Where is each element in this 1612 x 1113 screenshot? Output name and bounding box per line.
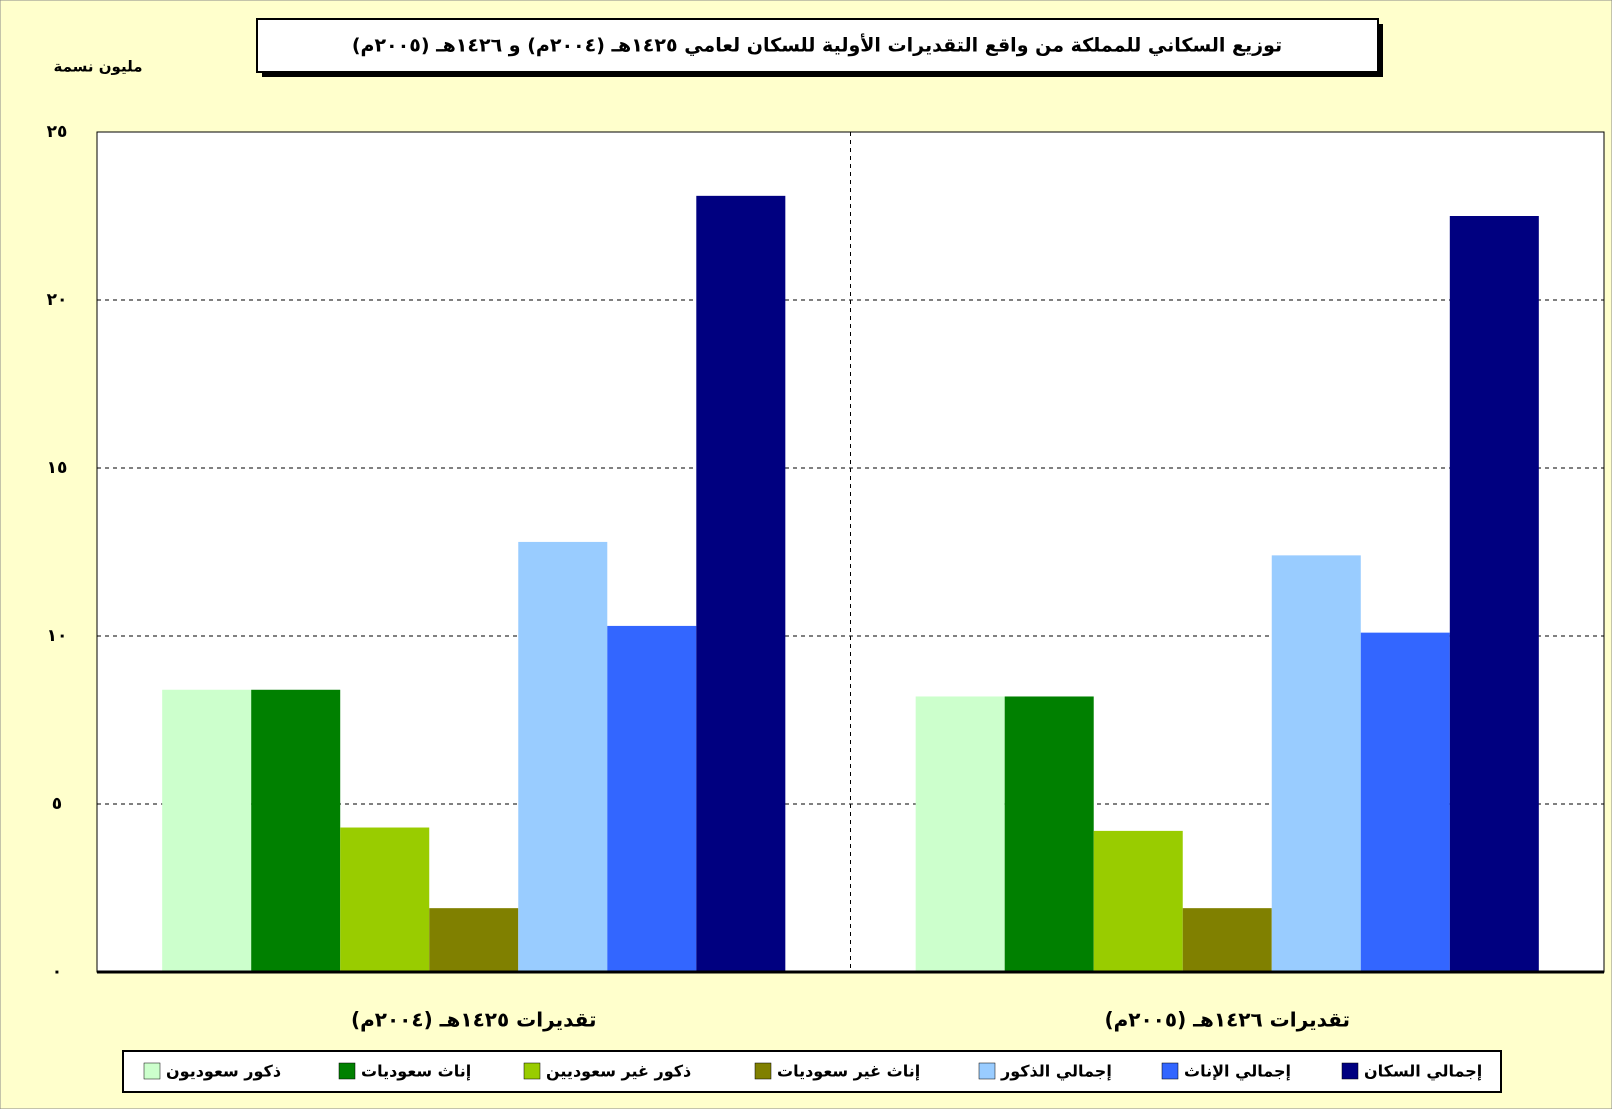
y-tick-label: ٢٠ (47, 290, 68, 310)
y-tick-label: ١٥ (47, 458, 68, 478)
y-axis-label: مليون نسمة (53, 58, 142, 76)
legend-label: إناث غير سعوديات (777, 1062, 920, 1081)
y-tick-label: ٠ (52, 962, 62, 982)
chart-title: توزيع السكاني للمملكة من واقع التقديرات … (352, 34, 1282, 57)
legend-swatch (1161, 1062, 1179, 1080)
legend-label: إجمالي السكان (1364, 1062, 1482, 1082)
y-tick-label: ٢٥ (47, 122, 68, 142)
bar (251, 689, 341, 972)
bar (518, 541, 608, 972)
bar (1449, 216, 1539, 972)
legend-label: إناث سعوديات (361, 1062, 471, 1081)
bar (696, 195, 786, 973)
title-box (256, 18, 1379, 73)
y-tick-label: ١٠ (47, 626, 68, 646)
y-tick-label: ٥ (52, 794, 62, 814)
legend-swatch (978, 1062, 996, 1080)
bar (915, 696, 1005, 972)
legend-label: إجمالي الذكور (1000, 1062, 1112, 1082)
bar (429, 908, 519, 972)
bar (340, 827, 430, 972)
legend-swatch (523, 1062, 541, 1080)
legend-label: إجمالي الإناث (1184, 1062, 1291, 1082)
legend-swatch (143, 1062, 161, 1080)
legend-swatch (754, 1062, 772, 1080)
bar (1093, 830, 1183, 972)
bar (1004, 696, 1094, 972)
legend-swatch (338, 1062, 356, 1080)
bar (607, 625, 697, 972)
legend-label: ذكور سعوديون (166, 1062, 281, 1081)
bar (1360, 632, 1450, 972)
bar (162, 689, 252, 972)
bar (1271, 555, 1361, 972)
x-tick-label: تقديرات ١٤٢٦هـ (٢٠٠٥م) (1104, 1008, 1350, 1032)
legend-label: ذكور غير سعوديين (546, 1062, 691, 1081)
bar (1182, 908, 1272, 972)
legend-swatch (1341, 1062, 1359, 1080)
x-tick-label: تقديرات ١٤٢٥هـ (٢٠٠٤م) (351, 1008, 597, 1032)
